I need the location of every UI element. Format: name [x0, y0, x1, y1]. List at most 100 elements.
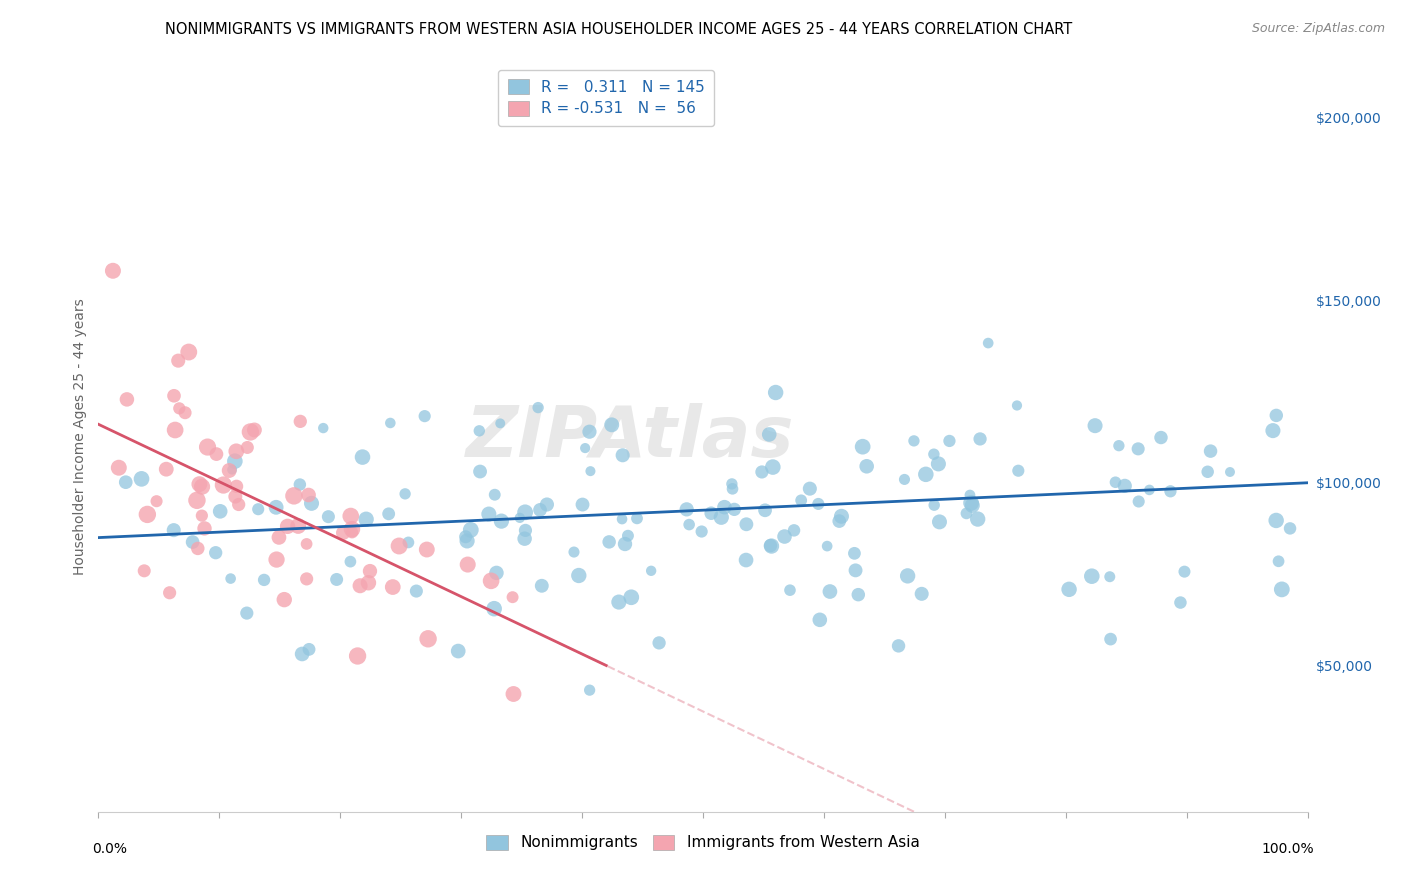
Point: [844, 546, 866, 560]
Point: [675, 502, 697, 516]
Point: [297, 488, 319, 502]
Point: [1081, 569, 1104, 583]
Point: [678, 517, 700, 532]
Point: [218, 463, 240, 477]
Point: [377, 507, 399, 521]
Point: [212, 478, 235, 492]
Point: [977, 336, 1000, 351]
Point: [1139, 483, 1161, 497]
Point: [416, 542, 439, 557]
Point: [174, 406, 197, 420]
Point: [283, 489, 305, 503]
Point: [136, 508, 159, 522]
Point: [502, 687, 524, 701]
Point: [352, 450, 374, 464]
Point: [243, 423, 266, 437]
Point: [460, 523, 482, 537]
Point: [346, 648, 368, 663]
Point: [1197, 465, 1219, 479]
Point: [955, 507, 977, 521]
Point: [1057, 582, 1080, 597]
Point: [1104, 475, 1126, 490]
Point: [318, 509, 340, 524]
Point: [529, 503, 551, 517]
Point: [264, 500, 287, 515]
Point: [1261, 424, 1284, 438]
Point: [571, 498, 593, 512]
Point: [815, 539, 838, 553]
Point: [1005, 399, 1028, 413]
Point: [489, 417, 512, 431]
Point: [713, 500, 735, 515]
Point: [298, 642, 321, 657]
Point: [468, 465, 491, 479]
Point: [295, 537, 318, 551]
Point: [758, 427, 780, 442]
Point: [491, 514, 513, 528]
Point: [790, 493, 813, 508]
Point: [115, 392, 138, 407]
Point: [614, 537, 637, 551]
Point: [159, 586, 181, 600]
Text: 0.0%: 0.0%: [93, 842, 128, 855]
Point: [167, 353, 190, 368]
Point: [219, 572, 242, 586]
Point: [700, 506, 723, 520]
Point: [155, 462, 177, 476]
Point: [1219, 465, 1241, 479]
Point: [1265, 513, 1288, 527]
Point: [312, 421, 335, 435]
Point: [225, 479, 247, 493]
Point: [513, 532, 536, 546]
Point: [536, 498, 558, 512]
Point: [807, 497, 830, 511]
Point: [413, 409, 436, 424]
Point: [773, 529, 796, 543]
Point: [225, 444, 247, 458]
Point: [502, 590, 524, 604]
Point: [191, 508, 214, 523]
Point: [101, 264, 124, 278]
Point: [610, 512, 633, 526]
Point: [1084, 418, 1107, 433]
Point: [578, 683, 600, 698]
Point: [928, 515, 950, 529]
Point: [405, 584, 427, 599]
Point: [236, 606, 259, 620]
Point: [205, 447, 228, 461]
Point: [721, 482, 744, 496]
Point: [484, 488, 506, 502]
Point: [209, 504, 232, 518]
Point: [846, 588, 869, 602]
Point: [887, 639, 910, 653]
Point: [617, 529, 640, 543]
Point: [530, 579, 553, 593]
Point: [927, 457, 949, 471]
Point: [1099, 632, 1122, 646]
Point: [911, 587, 934, 601]
Point: [1150, 431, 1173, 445]
Point: [447, 644, 470, 658]
Point: [1098, 570, 1121, 584]
Point: [266, 552, 288, 566]
Point: [1265, 409, 1288, 423]
Point: [1114, 479, 1136, 493]
Point: [224, 454, 246, 468]
Point: [690, 524, 713, 539]
Point: [165, 423, 187, 437]
Point: [357, 575, 380, 590]
Point: [354, 512, 377, 526]
Point: [253, 573, 276, 587]
Point: [723, 502, 745, 516]
Point: [247, 502, 270, 516]
Point: [145, 494, 167, 508]
Point: [578, 425, 600, 439]
Point: [893, 472, 915, 486]
Point: [579, 464, 602, 478]
Point: [1199, 444, 1222, 458]
Point: [236, 441, 259, 455]
Point: [598, 535, 620, 549]
Point: [288, 477, 311, 491]
Point: [107, 460, 129, 475]
Point: [359, 564, 381, 578]
